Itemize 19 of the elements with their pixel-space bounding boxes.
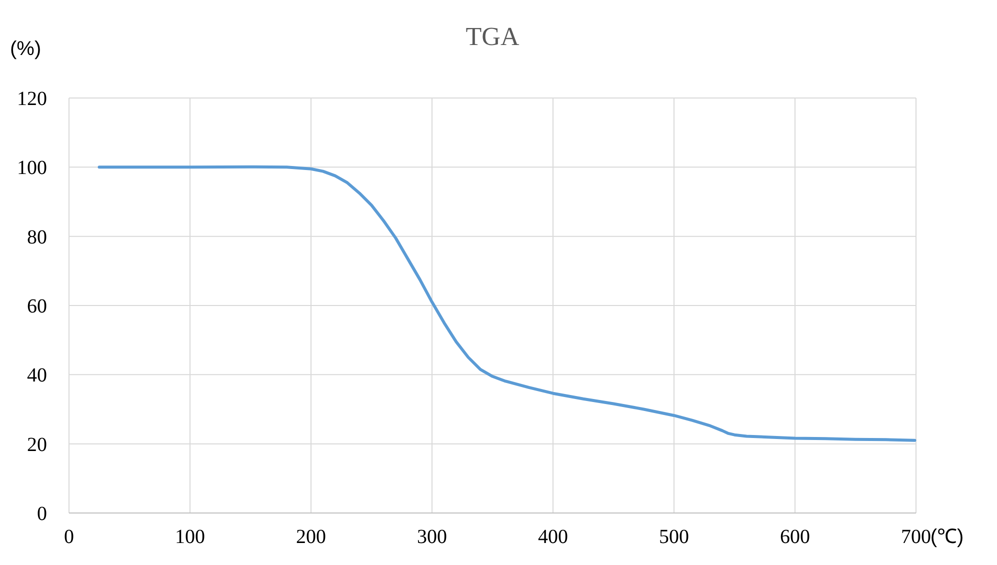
chart-title: TGA [466, 22, 520, 51]
x-tick-label: 500 [659, 526, 689, 548]
y-tick-label: 60 [27, 296, 47, 318]
x-axis-title: (℃) [930, 526, 964, 548]
x-tick-label: 700 [901, 526, 931, 548]
x-tick-label: 0 [64, 526, 74, 548]
y-tick-label: 120 [17, 88, 47, 110]
x-tick-label: 400 [538, 526, 568, 548]
x-tick-label: 300 [417, 526, 447, 548]
y-tick-label: 0 [37, 503, 47, 525]
x-tick-label: 100 [175, 526, 205, 548]
x-tick-label: 200 [296, 526, 326, 548]
y-tick-label: 100 [17, 157, 47, 180]
line-series [98, 165, 916, 442]
y-axis-title: (%) [10, 38, 42, 60]
y-tick-label: 20 [27, 434, 47, 456]
y-tick-label: 40 [27, 364, 47, 387]
y-tick-label: 80 [27, 226, 47, 248]
x-tick-label: 600 [780, 526, 810, 548]
